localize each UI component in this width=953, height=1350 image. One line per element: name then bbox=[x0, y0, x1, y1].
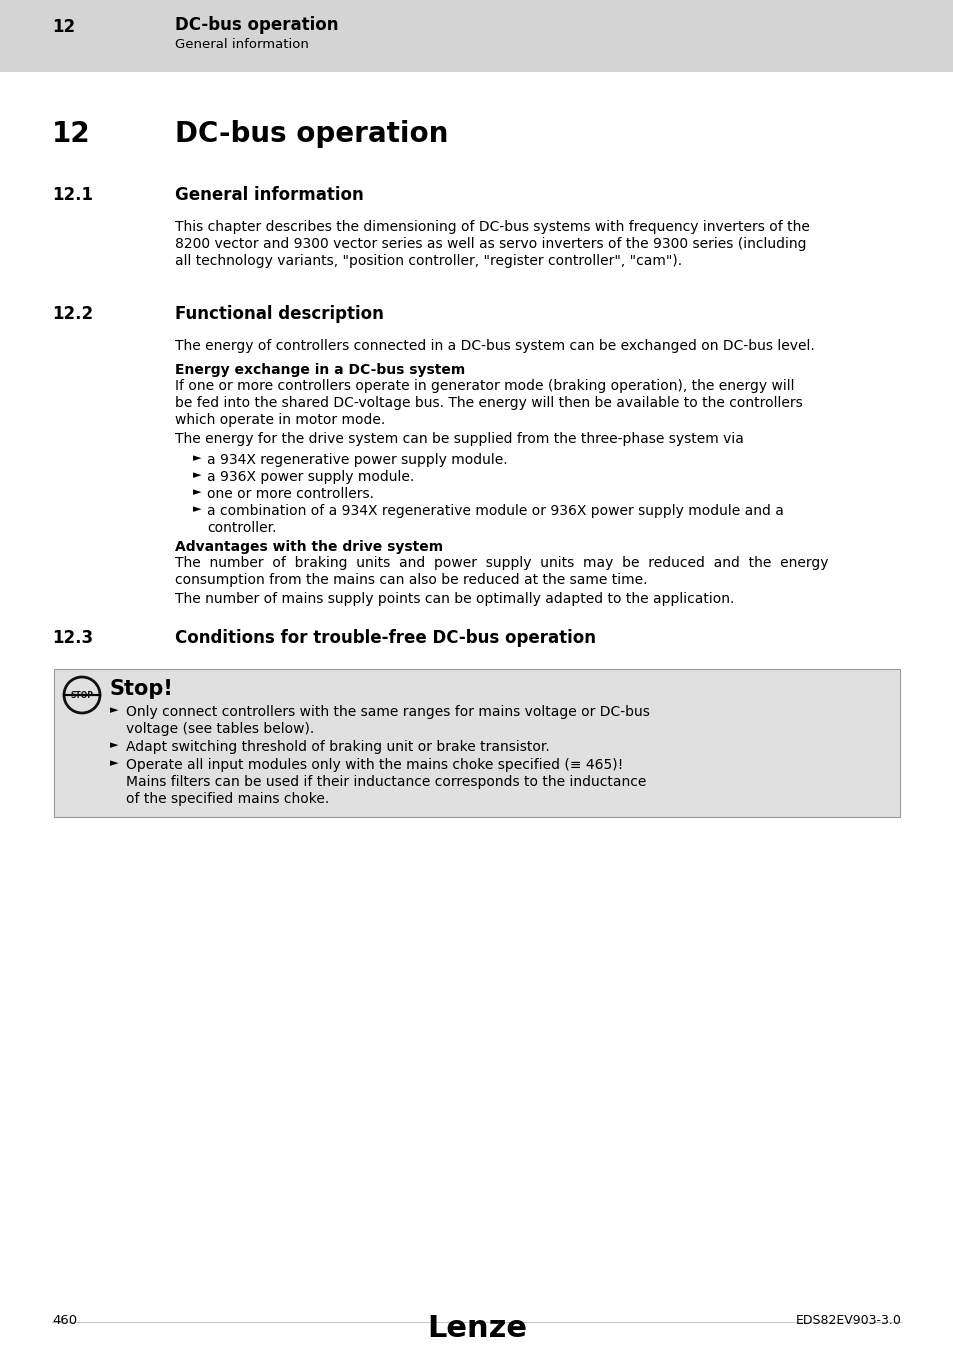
Text: STOP: STOP bbox=[71, 690, 93, 699]
Text: General information: General information bbox=[174, 186, 363, 204]
Text: ►: ► bbox=[193, 504, 201, 514]
Text: Mains filters can be used if their inductance corresponds to the inductance: Mains filters can be used if their induc… bbox=[126, 775, 646, 788]
Text: 8200 vector and 9300 vector series as well as servo inverters of the 9300 series: 8200 vector and 9300 vector series as we… bbox=[174, 238, 805, 251]
Text: Stop!: Stop! bbox=[110, 679, 173, 699]
Text: ►: ► bbox=[110, 705, 118, 716]
Text: DC-bus operation: DC-bus operation bbox=[174, 120, 448, 148]
Text: The energy of controllers connected in a DC-bus system can be exchanged on DC-bu: The energy of controllers connected in a… bbox=[174, 339, 814, 352]
Text: General information: General information bbox=[174, 38, 309, 51]
Text: consumption from the mains can also be reduced at the same time.: consumption from the mains can also be r… bbox=[174, 572, 647, 587]
Text: 12: 12 bbox=[52, 18, 75, 36]
Text: DC-bus operation: DC-bus operation bbox=[174, 16, 338, 34]
Text: a combination of a 934X regenerative module or 936X power supply module and a: a combination of a 934X regenerative mod… bbox=[207, 504, 783, 518]
Text: be fed into the shared DC-voltage bus. The energy will then be available to the : be fed into the shared DC-voltage bus. T… bbox=[174, 396, 801, 410]
Text: Energy exchange in a DC-bus system: Energy exchange in a DC-bus system bbox=[174, 363, 465, 377]
Text: Only connect controllers with the same ranges for mains voltage or DC-bus: Only connect controllers with the same r… bbox=[126, 705, 649, 720]
Text: voltage (see tables below).: voltage (see tables below). bbox=[126, 722, 314, 736]
Text: 12.2: 12.2 bbox=[52, 305, 93, 323]
Text: all technology variants, "position controller, "register controller", "cam").: all technology variants, "position contr… bbox=[174, 254, 681, 269]
Text: The  number  of  braking  units  and  power  supply  units  may  be  reduced  an: The number of braking units and power su… bbox=[174, 556, 827, 570]
Text: a 936X power supply module.: a 936X power supply module. bbox=[207, 470, 414, 485]
Text: 12.1: 12.1 bbox=[52, 186, 92, 204]
Text: controller.: controller. bbox=[207, 521, 276, 535]
Text: 460: 460 bbox=[52, 1314, 77, 1327]
Text: of the specified mains choke.: of the specified mains choke. bbox=[126, 792, 329, 806]
Text: ►: ► bbox=[193, 487, 201, 497]
Text: ►: ► bbox=[193, 454, 201, 463]
Text: The number of mains supply points can be optimally adapted to the application.: The number of mains supply points can be… bbox=[174, 593, 734, 606]
Text: 12: 12 bbox=[52, 120, 91, 148]
Text: The energy for the drive system can be supplied from the three-phase system via: The energy for the drive system can be s… bbox=[174, 432, 743, 446]
Text: If one or more controllers operate in generator mode (braking operation), the en: If one or more controllers operate in ge… bbox=[174, 379, 794, 393]
Text: This chapter describes the dimensioning of DC-bus systems with frequency inverte: This chapter describes the dimensioning … bbox=[174, 220, 809, 234]
Bar bbox=[0, 0, 953, 72]
Text: EDS82EV903-3.0: EDS82EV903-3.0 bbox=[796, 1314, 901, 1327]
Text: ►: ► bbox=[110, 740, 118, 751]
Text: Advantages with the drive system: Advantages with the drive system bbox=[174, 540, 442, 553]
Text: which operate in motor mode.: which operate in motor mode. bbox=[174, 413, 385, 427]
Text: Conditions for trouble-free DC-bus operation: Conditions for trouble-free DC-bus opera… bbox=[174, 629, 596, 647]
Text: 12.3: 12.3 bbox=[52, 629, 93, 647]
Text: a 934X regenerative power supply module.: a 934X regenerative power supply module. bbox=[207, 454, 507, 467]
Text: ►: ► bbox=[110, 757, 118, 768]
Text: Lenze: Lenze bbox=[427, 1314, 526, 1343]
Text: Functional description: Functional description bbox=[174, 305, 383, 323]
Text: ►: ► bbox=[193, 470, 201, 481]
Text: one or more controllers.: one or more controllers. bbox=[207, 487, 374, 501]
Text: Operate all input modules only with the mains choke specified (≡ 465)!: Operate all input modules only with the … bbox=[126, 757, 622, 772]
Text: Adapt switching threshold of braking unit or brake transistor.: Adapt switching threshold of braking uni… bbox=[126, 740, 549, 755]
Bar bbox=[54, 670, 899, 817]
